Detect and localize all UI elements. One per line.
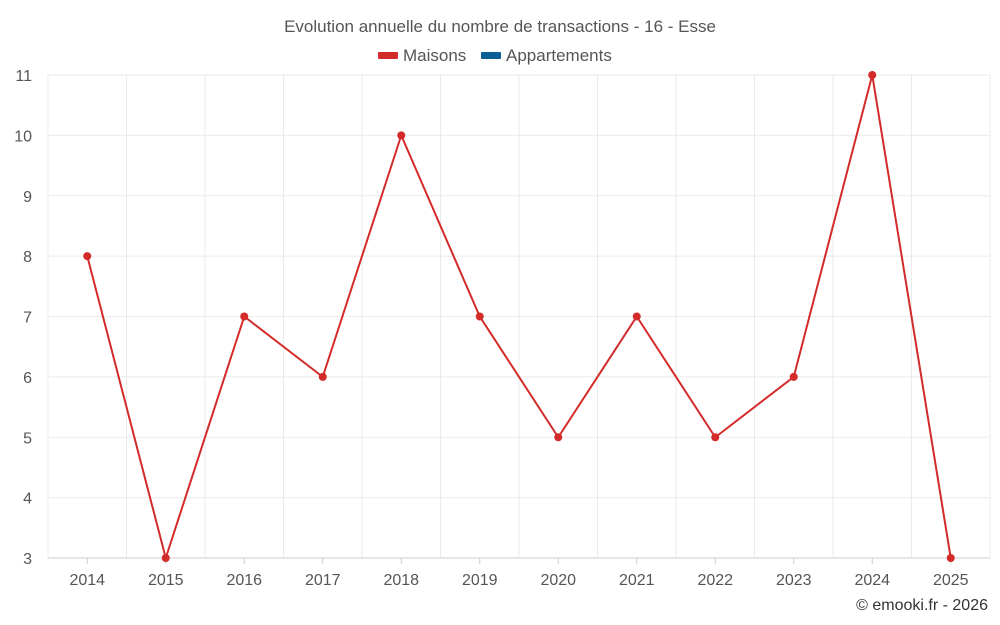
- y-tick-label: 10: [14, 128, 32, 145]
- legend-label-appartements[interactable]: Appartements: [506, 46, 612, 65]
- x-tick-label: 2020: [540, 572, 576, 589]
- y-tick-label: 6: [23, 370, 32, 387]
- x-tick-label: 2025: [933, 572, 969, 589]
- data-point-maisons[interactable]: [397, 131, 406, 140]
- legend-swatch-appartements[interactable]: [481, 52, 501, 59]
- x-tick-label: 2015: [148, 572, 184, 589]
- y-tick-label: 3: [23, 551, 32, 568]
- x-tick-label: 2023: [776, 572, 812, 589]
- credit-text: © emooki.fr - 2026: [856, 597, 988, 614]
- x-tick-label: 2016: [226, 572, 262, 589]
- x-tick-label: 2014: [69, 572, 105, 589]
- data-point-maisons[interactable]: [632, 312, 641, 321]
- data-point-maisons[interactable]: [240, 312, 249, 321]
- data-point-maisons[interactable]: [711, 433, 720, 442]
- data-point-maisons[interactable]: [554, 433, 563, 442]
- series-layer: [83, 71, 955, 562]
- axes: 3 4 5 6 7 8 9 10 11 2014 2015 2016 2017 2018 2019 2020 2…: [14, 68, 990, 589]
- y-tick-label: 8: [23, 249, 32, 266]
- legend-swatch-maisons[interactable]: [378, 52, 398, 59]
- series-line-maisons: [86, 74, 952, 559]
- legend-label-maisons[interactable]: Maisons: [403, 46, 466, 65]
- data-point-maisons[interactable]: [789, 372, 798, 381]
- x-tick-label: 2019: [462, 572, 498, 589]
- x-tick-label: 2022: [697, 572, 733, 589]
- x-tick-label: 2017: [305, 572, 341, 589]
- grid: [47, 74, 991, 559]
- data-point-maisons[interactable]: [318, 372, 327, 381]
- data-point-maisons[interactable]: [868, 71, 877, 79]
- x-tick-label: 2018: [383, 572, 419, 589]
- legend: Maisons Appartements: [378, 46, 612, 65]
- y-tick-label: 7: [23, 310, 32, 327]
- data-point-maisons[interactable]: [946, 554, 955, 562]
- x-tick-label: 2021: [619, 572, 655, 589]
- chart-title: Evolution annuelle du nombre de transact…: [284, 17, 716, 36]
- data-point-maisons[interactable]: [83, 252, 92, 261]
- x-tick-label: 2024: [854, 572, 890, 589]
- data-point-maisons[interactable]: [475, 312, 484, 321]
- y-tick-label: 5: [23, 430, 32, 447]
- y-tick-label: 9: [23, 189, 32, 206]
- y-tick-label: 4: [23, 491, 32, 508]
- data-point-maisons[interactable]: [161, 554, 170, 562]
- y-tick-label: 11: [15, 68, 32, 85]
